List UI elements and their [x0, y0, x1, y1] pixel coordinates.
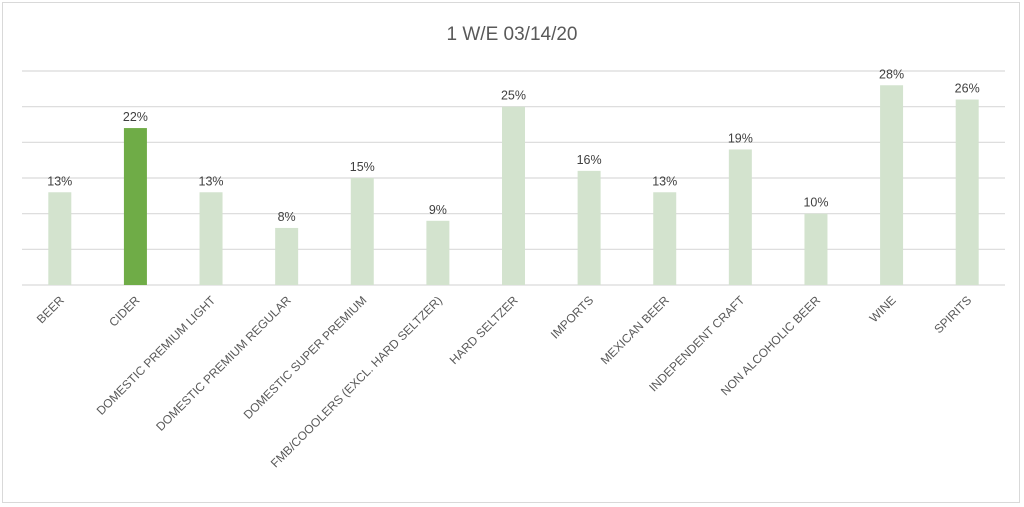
data-label: 8%: [278, 210, 296, 224]
data-label: 13%: [47, 174, 72, 188]
data-label: 22%: [123, 110, 148, 124]
data-label: 9%: [429, 203, 447, 217]
bar-independent-craft: [728, 149, 752, 285]
chart-title: 1 W/E 03/14/20: [447, 24, 578, 45]
bar-wine: [880, 85, 904, 286]
bar-domestic-super-premium: [350, 178, 374, 285]
data-label: 10%: [803, 196, 828, 210]
data-label: 13%: [199, 174, 224, 188]
data-labels: 13% 22% 13% 8% 15% 9% 25% 16% 13% 19% 10% 28% 26%: [47, 67, 979, 224]
bar-domestic-premium-regular: [275, 227, 299, 285]
bar-fmb-cooolers-excl-hard-seltzer: [426, 220, 450, 285]
x-tick-label: IMPORTS: [548, 293, 596, 341]
bars: [48, 85, 979, 286]
data-label: 15%: [350, 160, 375, 174]
bar-spirits: [955, 99, 979, 286]
data-label: 19%: [728, 131, 753, 145]
x-tick-label: CIDER: [106, 293, 143, 330]
data-label: 28%: [879, 67, 904, 81]
x-tick-label: DOMESTIC PREMIUM LIGHT: [94, 293, 219, 418]
x-tick-label: DOMESTIC PREMIUM REGULAR: [153, 293, 294, 434]
bar-non-alcoholic-beer: [804, 213, 828, 285]
data-label: 13%: [652, 174, 677, 188]
data-label: 26%: [955, 82, 980, 96]
bar-cider: [123, 128, 147, 285]
bar-imports: [577, 170, 601, 285]
bar-beer: [48, 192, 72, 285]
x-tick-label: MEXICAN BEER: [598, 293, 672, 367]
bar-hard-seltzer: [502, 106, 525, 286]
x-tick-label: FMB/COOOLERS (EXCL. HARD SELTZER): [268, 293, 445, 470]
x-tick-label: HARD SELTZER: [447, 293, 521, 367]
bar-mexican-beer: [653, 192, 677, 285]
x-tick-label: SPIRITS: [931, 293, 974, 336]
x-tick-label: BEER: [34, 293, 67, 326]
data-label: 25%: [501, 89, 526, 103]
x-tick-label: DOMESTIC SUPER PREMIUM: [241, 293, 370, 422]
bar-domestic-premium-light: [199, 192, 223, 285]
x-tick-label: WINE: [867, 293, 899, 325]
data-label: 16%: [577, 153, 602, 167]
